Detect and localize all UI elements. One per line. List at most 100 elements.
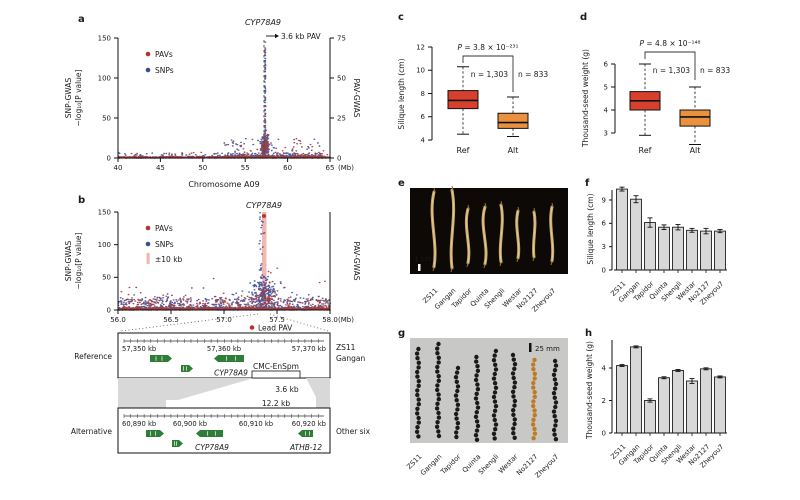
bar-y-tick: 4 — [602, 364, 607, 372]
a-x-tick: 60 — [283, 164, 292, 172]
b-x-tick: 58.0 — [322, 316, 338, 324]
seed — [551, 409, 557, 414]
ref-gene-label: CYP78A9 — [214, 369, 248, 378]
cultivar-label: Tapidor — [439, 453, 463, 477]
seed — [453, 411, 459, 417]
bar — [630, 198, 642, 271]
bar-y-tick: 9 — [602, 196, 606, 204]
seed — [493, 362, 498, 367]
silique-highlight — [533, 211, 536, 258]
zoom-fan-left — [120, 313, 259, 332]
seed — [530, 422, 536, 427]
d-alt-tick: Alt — [690, 146, 701, 155]
bar — [686, 380, 698, 434]
b-x-tick: 57.0 — [216, 316, 232, 324]
panel-f-label: f — [585, 178, 590, 189]
seed — [532, 426, 537, 432]
seed — [455, 407, 460, 412]
seed — [553, 381, 559, 387]
bar — [644, 222, 656, 271]
seed — [492, 390, 498, 395]
f-y-title: Silique length (cm) — [586, 193, 595, 264]
seed — [415, 369, 420, 375]
gene-glyph-tip — [168, 355, 172, 362]
track-glyphs — [123, 339, 324, 447]
seed — [416, 346, 421, 352]
legend-band-label: ±10 kb — [155, 255, 183, 264]
seed — [553, 404, 558, 410]
bar — [672, 226, 684, 271]
seed — [416, 402, 421, 407]
seed — [415, 388, 420, 393]
seed — [473, 396, 479, 401]
seed — [453, 393, 459, 398]
seed — [553, 400, 559, 405]
d-p-prefix: P — [639, 39, 644, 48]
seed — [491, 431, 497, 436]
seed — [436, 415, 442, 420]
f-cultivar-labels: ZS11GanganTapidorQuintaShengliWestarNo21… — [609, 280, 725, 307]
seed — [416, 383, 421, 388]
seed — [532, 371, 537, 376]
transposon-label: CMC-EnSpm — [253, 362, 299, 371]
a-x-title: Chromosome A09 — [188, 180, 259, 189]
seed — [455, 384, 461, 389]
gene-glyph-tip — [179, 440, 183, 447]
panel-a-label: a — [78, 14, 85, 25]
seed — [435, 351, 440, 356]
a-y-title-2: −log₁₀[P value] — [74, 69, 83, 126]
d-ref-tick: Ref — [639, 146, 652, 155]
h-bars: 0 2 4 — [602, 345, 726, 437]
pav-band-10kb — [262, 212, 267, 310]
seed — [493, 367, 499, 372]
legend-snps-label-b: SNPs — [155, 240, 174, 249]
seed — [492, 371, 497, 377]
seed — [435, 401, 440, 406]
seed — [475, 405, 481, 410]
seed — [434, 406, 440, 411]
synteny-wedge-left — [118, 378, 254, 408]
bar — [700, 368, 712, 434]
seed — [436, 360, 441, 365]
seed — [474, 391, 479, 396]
seed — [492, 417, 497, 423]
box-y-tick: 8 — [421, 90, 425, 98]
silique-highlight — [499, 204, 503, 263]
panel-c-label: c — [398, 12, 404, 23]
seed — [453, 375, 459, 380]
silique-highlight — [450, 189, 455, 269]
seed — [436, 397, 441, 402]
gene-glyph — [150, 355, 168, 362]
seed — [552, 358, 558, 364]
gene-glyph — [181, 365, 189, 372]
d-n-ref: n = 1,303 — [653, 66, 691, 75]
panel-e: e 1 cm ZS11GanganTapidorQuintaShengliWes… — [398, 178, 568, 314]
g-cultivar-labels: ZS11GanganTapidorQuintaShengliWestarNo21… — [405, 453, 560, 480]
b-y-title-2: −log₁₀[P value] — [74, 232, 83, 289]
seed — [532, 357, 537, 363]
seed — [454, 416, 459, 421]
panel-d-label: d — [580, 12, 587, 23]
silique-highlight — [431, 191, 436, 268]
cultivar-label: Shengli — [477, 453, 501, 477]
legend-snp-dot-b — [145, 241, 151, 247]
a-y-title-1: SNP-GWAS — [64, 78, 73, 119]
gene-glyph — [302, 430, 313, 437]
c-significance-bracket — [462, 55, 514, 92]
pav-points — [117, 48, 330, 159]
seed — [531, 380, 536, 386]
seed — [552, 377, 558, 382]
gene-glyph-tip — [214, 355, 218, 362]
panel-a: 0 50 100 150 0 25 50 75 40 45 50 55 60 65 a PAVs SNPs… — [64, 14, 361, 189]
seed — [474, 428, 480, 433]
seed — [493, 404, 499, 409]
seed — [531, 436, 536, 441]
ref-accession-1: ZS11 — [336, 343, 356, 352]
gene-label-a: CYP78A9 — [245, 18, 281, 27]
c-y-title: Silique length (cm) — [397, 58, 406, 129]
bar-y-tick: 2 — [602, 397, 606, 405]
d-y-title: Thousand-seed weight (g) — [581, 49, 590, 148]
seed — [531, 403, 536, 409]
seed — [512, 380, 518, 385]
